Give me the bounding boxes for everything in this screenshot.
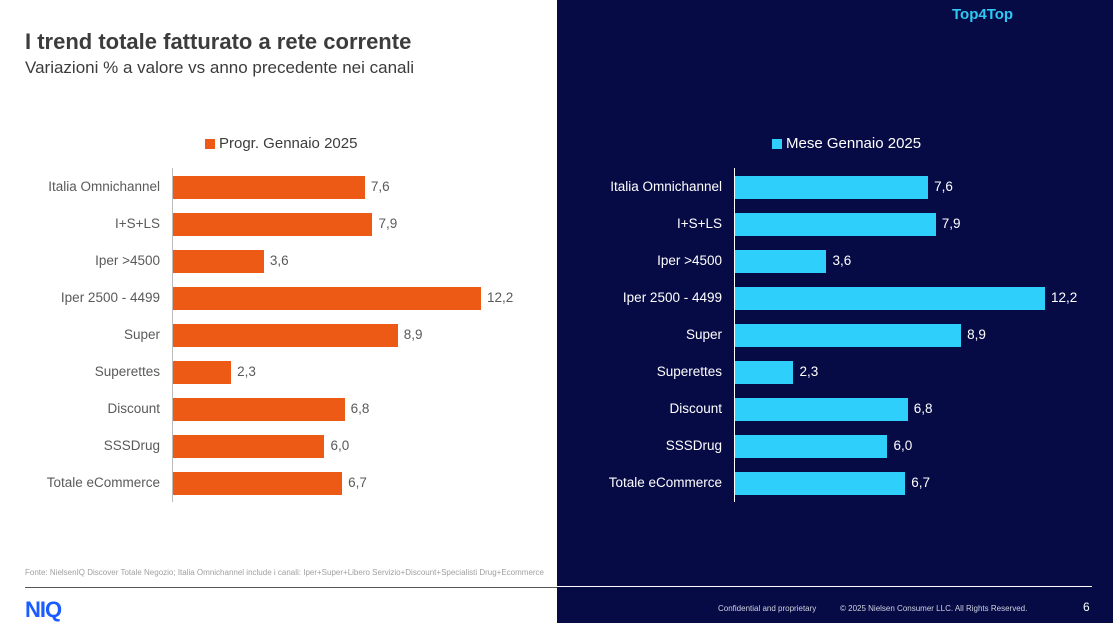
- value-label: 6,0: [330, 438, 350, 453]
- value-label: 8,9: [967, 327, 986, 342]
- category-label: SSSDrug: [103, 438, 160, 453]
- bar: [735, 435, 888, 458]
- category-label: Totale eCommerce: [608, 475, 722, 490]
- value-label: 7,9: [378, 216, 398, 231]
- page-title: I trend totale fatturato a rete corrente: [25, 29, 412, 54]
- value-label: 2,3: [237, 364, 256, 379]
- legend-label: Mese Gennaio 2025: [786, 135, 922, 152]
- axis-line: [172, 168, 173, 502]
- legend-right: Mese Gennaio 2025: [772, 135, 921, 152]
- category-label: Iper >4500: [657, 253, 722, 268]
- category-label: Super: [123, 327, 160, 342]
- source-note: Fonte: NielsenIQ Discover Totale Negozio…: [25, 568, 544, 577]
- bar: [173, 324, 398, 347]
- value-label: 6,7: [348, 475, 367, 490]
- category-label: I+S+LS: [114, 216, 160, 231]
- bar: [173, 176, 365, 199]
- bar: [173, 398, 345, 421]
- category-label: Iper >4500: [95, 253, 160, 268]
- bar: [735, 472, 906, 495]
- value-label: 3,6: [832, 253, 852, 268]
- bar: [735, 361, 794, 384]
- legend-left: Progr. Gennaio 2025: [205, 135, 357, 152]
- footer-divider: [25, 587, 557, 588]
- legend-swatch: [205, 138, 215, 149]
- axis-line: [734, 168, 735, 502]
- category-label: Discount: [669, 401, 722, 416]
- bar: [173, 213, 373, 236]
- category-label: Discount: [107, 401, 160, 416]
- category-label: Italia Omnichannel: [48, 179, 160, 194]
- bar: [173, 361, 232, 384]
- bar: [735, 213, 936, 236]
- bar: [735, 324, 962, 347]
- value-label: 7,6: [370, 179, 390, 194]
- page-number: 6: [1083, 600, 1090, 614]
- category-label: Iper 2500 - 4499: [60, 290, 160, 305]
- bar: [173, 472, 343, 495]
- category-label: SSSDrug: [665, 438, 722, 453]
- bar: [173, 287, 481, 310]
- category-label: Iper 2500 - 4499: [622, 290, 722, 305]
- value-label: 6,8: [913, 401, 933, 416]
- value-label: 6,8: [350, 401, 370, 416]
- brand-label: Top4Top: [952, 6, 1014, 23]
- footer-divider: [557, 586, 1092, 587]
- niq-logo: NIQ: [25, 597, 62, 622]
- page-subtitle: Variazioni % a valore vs anno precedente…: [25, 58, 415, 77]
- bar: [173, 250, 264, 273]
- value-label: 6,7: [911, 475, 931, 490]
- bar: [735, 398, 908, 421]
- value-label: 12,2: [1051, 290, 1078, 305]
- value-label: 3,6: [269, 253, 289, 268]
- category-label: Superettes: [656, 364, 722, 379]
- value-label: 6,0: [893, 438, 913, 453]
- value-label: 7,9: [941, 216, 961, 231]
- legend-label: Progr. Gennaio 2025: [219, 135, 358, 152]
- value-label: 12,2: [487, 290, 514, 305]
- category-label: Italia Omnichannel: [610, 179, 722, 194]
- copyright: © 2025 Nielsen Consumer LLC. All Rights …: [840, 604, 1028, 613]
- legend-swatch: [772, 138, 782, 149]
- value-label: 8,9: [403, 327, 423, 342]
- bar: [735, 287, 1045, 310]
- category-label: Totale eCommerce: [46, 475, 160, 490]
- category-label: I+S+LS: [676, 216, 722, 231]
- value-label: 2,3: [799, 364, 819, 379]
- bar: [735, 176, 929, 199]
- category-label: Superettes: [94, 364, 160, 379]
- category-label: Super: [685, 327, 722, 342]
- confidential-note: Confidential and proprietary: [718, 604, 817, 613]
- dark-panel: [557, 0, 1113, 623]
- bar: [173, 435, 325, 458]
- bar: [735, 250, 827, 273]
- value-label: 7,6: [934, 179, 953, 194]
